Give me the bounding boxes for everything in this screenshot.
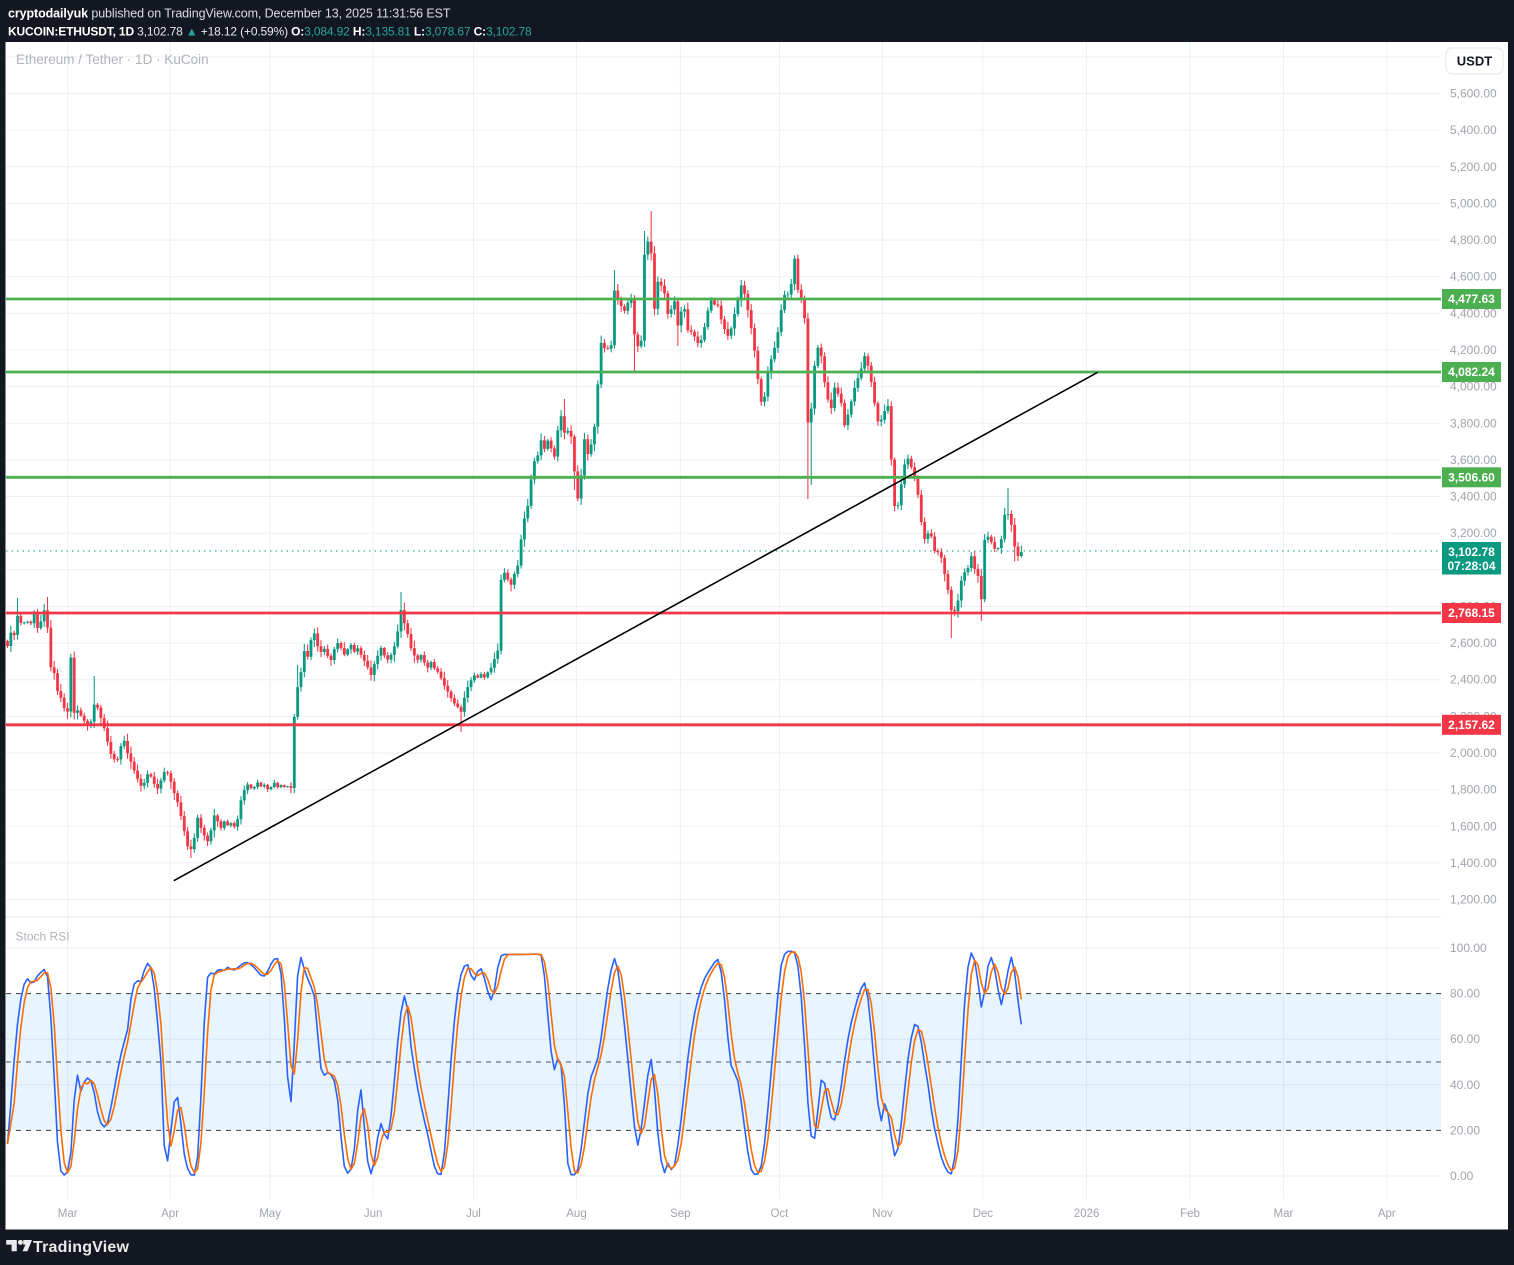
svg-text:4,082.24: 4,082.24 bbox=[1448, 365, 1495, 379]
svg-text:40.00: 40.00 bbox=[1450, 1078, 1480, 1092]
svg-text:2026: 2026 bbox=[1074, 1208, 1100, 1220]
svg-text:2,400.00: 2,400.00 bbox=[1450, 673, 1497, 687]
svg-text:3,102.78: 3,102.78 bbox=[1448, 545, 1495, 559]
svg-text:Jul: Jul bbox=[466, 1208, 481, 1220]
svg-text:3,800.00: 3,800.00 bbox=[1450, 416, 1497, 430]
svg-text:4,800.00: 4,800.00 bbox=[1450, 233, 1497, 247]
svg-text:5,000.00: 5,000.00 bbox=[1450, 196, 1497, 210]
svg-text:TradingView: TradingView bbox=[33, 1239, 130, 1256]
svg-text:USDT: USDT bbox=[1457, 54, 1492, 69]
svg-text:5,200.00: 5,200.00 bbox=[1450, 160, 1497, 174]
svg-text:80.00: 80.00 bbox=[1450, 987, 1480, 1001]
svg-text:Apr: Apr bbox=[1378, 1208, 1396, 1220]
svg-text:KUCOIN:ETHUSDT, 1D 3,102.78 ▲: KUCOIN:ETHUSDT, 1D 3,102.78 ▲ +18.12 (+0… bbox=[8, 25, 532, 39]
svg-text:100.00: 100.00 bbox=[1450, 941, 1487, 955]
svg-text:3,400.00: 3,400.00 bbox=[1450, 490, 1497, 504]
svg-text:Apr: Apr bbox=[161, 1208, 179, 1220]
svg-text:Feb: Feb bbox=[1180, 1208, 1200, 1220]
svg-text:4,000.00: 4,000.00 bbox=[1450, 380, 1497, 394]
svg-text:Stoch RSI: Stoch RSI bbox=[16, 930, 70, 944]
svg-text:Ethereum / Tether · 1D · KuCoi: Ethereum / Tether · 1D · KuCoin bbox=[16, 52, 209, 67]
svg-text:Dec: Dec bbox=[973, 1208, 994, 1220]
svg-text:1,200.00: 1,200.00 bbox=[1450, 893, 1497, 907]
svg-text:Aug: Aug bbox=[566, 1208, 586, 1220]
svg-text:4,477.63: 4,477.63 bbox=[1448, 292, 1495, 306]
svg-text:60.00: 60.00 bbox=[1450, 1032, 1480, 1046]
svg-text:Nov: Nov bbox=[872, 1208, 893, 1220]
svg-text:4,400.00: 4,400.00 bbox=[1450, 306, 1497, 320]
svg-text:5,400.00: 5,400.00 bbox=[1450, 123, 1497, 137]
svg-text:3,506.60: 3,506.60 bbox=[1448, 471, 1495, 485]
svg-text:cryptodailyuk published on Tra: cryptodailyuk published on TradingView.c… bbox=[8, 7, 451, 21]
svg-text:Sep: Sep bbox=[670, 1208, 690, 1220]
svg-text:3,200.00: 3,200.00 bbox=[1450, 526, 1497, 540]
svg-text:2,000.00: 2,000.00 bbox=[1450, 746, 1497, 760]
svg-text:Mar: Mar bbox=[58, 1208, 78, 1220]
svg-text:07:28:04: 07:28:04 bbox=[1447, 559, 1495, 573]
svg-text:20.00: 20.00 bbox=[1450, 1123, 1480, 1137]
svg-text:Mar: Mar bbox=[1273, 1208, 1293, 1220]
svg-text:2,600.00: 2,600.00 bbox=[1450, 636, 1497, 650]
svg-text:3,600.00: 3,600.00 bbox=[1450, 453, 1497, 467]
svg-text:4,600.00: 4,600.00 bbox=[1450, 270, 1497, 284]
svg-text:5,600.00: 5,600.00 bbox=[1450, 87, 1497, 101]
svg-text:2,157.62: 2,157.62 bbox=[1448, 718, 1495, 732]
svg-text:1,600.00: 1,600.00 bbox=[1450, 819, 1497, 833]
svg-text:1,400.00: 1,400.00 bbox=[1450, 856, 1497, 870]
svg-text:Oct: Oct bbox=[770, 1208, 789, 1220]
svg-text:Jun: Jun bbox=[364, 1208, 383, 1220]
svg-text:1,800.00: 1,800.00 bbox=[1450, 783, 1497, 797]
svg-text:2,768.15: 2,768.15 bbox=[1448, 606, 1495, 620]
svg-text:0.00: 0.00 bbox=[1450, 1169, 1474, 1183]
svg-text:May: May bbox=[259, 1208, 281, 1220]
svg-text:4,200.00: 4,200.00 bbox=[1450, 343, 1497, 357]
